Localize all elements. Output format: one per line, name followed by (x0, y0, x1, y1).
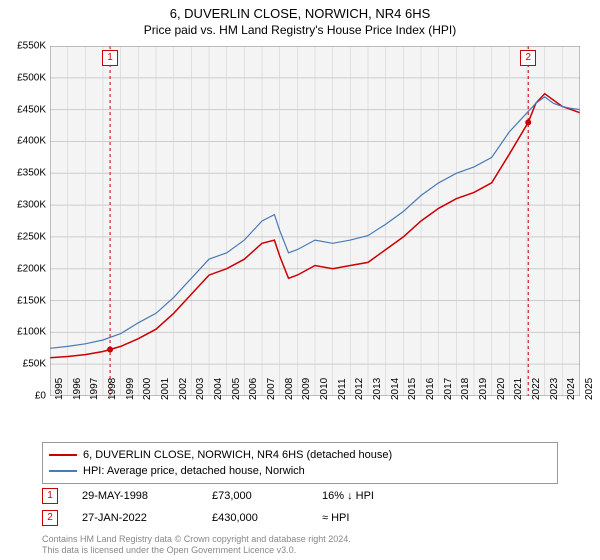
legend-item-price: 6, DUVERLIN CLOSE, NORWICH, NR4 6HS (det… (49, 447, 551, 463)
x-axis-label: 1996 (72, 378, 83, 400)
x-axis-label: 1999 (125, 378, 136, 400)
x-axis-label: 2007 (266, 378, 277, 400)
x-axis-label: 2006 (248, 378, 259, 400)
sale-diff-2: ≈ HPI (322, 512, 349, 524)
x-axis-label: 2023 (549, 378, 560, 400)
sale-price-1: £73,000 (212, 490, 322, 502)
x-axis-label: 2021 (513, 378, 524, 400)
sale-date-2: 27-JAN-2022 (82, 512, 212, 524)
x-axis-label: 2018 (460, 378, 471, 400)
x-axis-label: 2016 (425, 378, 436, 400)
y-axis-label: £150K (17, 295, 46, 306)
x-axis-label: 2025 (584, 378, 595, 400)
chart-marker-1: 1 (102, 50, 118, 66)
sale-price-2: £430,000 (212, 512, 322, 524)
x-axis-label: 2017 (443, 378, 454, 400)
legend-label-hpi: HPI: Average price, detached house, Norw… (83, 463, 305, 479)
chart-subtitle: Price paid vs. HM Land Registry's House … (0, 21, 600, 37)
sale-row-1: 1 29-MAY-1998 £73,000 16% ↓ HPI (42, 488, 558, 504)
legend-swatch-price (49, 454, 77, 456)
x-axis-label: 1998 (107, 378, 118, 400)
x-axis-label: 2013 (372, 378, 383, 400)
x-axis-label: 2001 (160, 378, 171, 400)
chart-svg (50, 46, 580, 396)
x-axis-label: 2011 (337, 378, 348, 400)
chart-area: £0£50K£100K£150K£200K£250K£300K£350K£400… (50, 46, 580, 396)
x-axis-label: 2012 (354, 378, 365, 400)
x-axis-label: 2000 (142, 378, 153, 400)
x-axis-label: 2022 (531, 378, 542, 400)
attribution-line1: Contains HM Land Registry data © Crown c… (42, 534, 351, 545)
x-axis-label: 2009 (301, 378, 312, 400)
y-axis-label: £50K (23, 359, 46, 370)
legend-item-hpi: HPI: Average price, detached house, Norw… (49, 463, 551, 479)
y-axis-label: £0 (35, 391, 46, 402)
chart-title: 6, DUVERLIN CLOSE, NORWICH, NR4 6HS (0, 0, 600, 21)
sale-diff-1: 16% ↓ HPI (322, 490, 374, 502)
sale-row-2: 2 27-JAN-2022 £430,000 ≈ HPI (42, 510, 558, 526)
chart-marker-2: 2 (520, 50, 536, 66)
y-axis-label: £100K (17, 327, 46, 338)
y-axis-label: £300K (17, 200, 46, 211)
x-axis-label: 2015 (407, 378, 418, 400)
sale-date-1: 29-MAY-1998 (82, 490, 212, 502)
x-axis-label: 2020 (496, 378, 507, 400)
x-axis-label: 1997 (89, 378, 100, 400)
x-axis-label: 2014 (390, 378, 401, 400)
attribution: Contains HM Land Registry data © Crown c… (42, 534, 351, 556)
y-axis-label: £350K (17, 168, 46, 179)
x-axis-label: 2019 (478, 378, 489, 400)
y-axis-label: £500K (17, 72, 46, 83)
y-axis-label: £200K (17, 263, 46, 274)
x-axis-label: 2024 (566, 378, 577, 400)
legend-swatch-hpi (49, 470, 77, 472)
x-axis-label: 2005 (231, 378, 242, 400)
legend-label-price: 6, DUVERLIN CLOSE, NORWICH, NR4 6HS (det… (83, 447, 392, 463)
x-axis-label: 2003 (195, 378, 206, 400)
x-axis-label: 2004 (213, 378, 224, 400)
legend: 6, DUVERLIN CLOSE, NORWICH, NR4 6HS (det… (42, 442, 558, 484)
y-axis-label: £400K (17, 136, 46, 147)
y-axis-label: £250K (17, 231, 46, 242)
x-axis-label: 2002 (178, 378, 189, 400)
attribution-line2: This data is licensed under the Open Gov… (42, 545, 351, 556)
y-axis-label: £550K (17, 41, 46, 52)
sale-marker-2: 2 (42, 510, 58, 526)
x-axis-label: 2010 (319, 378, 330, 400)
x-axis-label: 1995 (54, 378, 65, 400)
chart-container: 6, DUVERLIN CLOSE, NORWICH, NR4 6HS Pric… (0, 0, 600, 560)
y-axis-label: £450K (17, 104, 46, 115)
x-axis-label: 2008 (284, 378, 295, 400)
sale-marker-1: 1 (42, 488, 58, 504)
